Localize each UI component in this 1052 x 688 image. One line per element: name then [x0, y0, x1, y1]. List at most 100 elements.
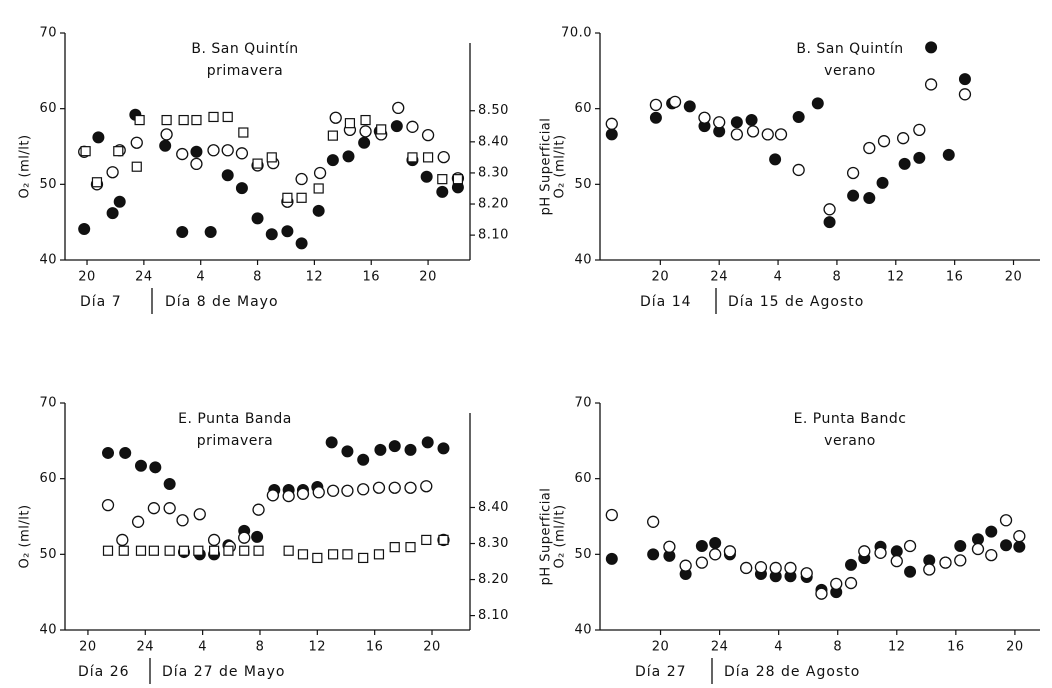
point: [92, 131, 105, 144]
point: [313, 166, 327, 180]
point: [800, 567, 813, 580]
point: [792, 110, 805, 123]
x-tick-label: 16: [947, 640, 965, 655]
point: [252, 158, 263, 169]
point: [282, 192, 293, 203]
point: [327, 130, 338, 141]
point: [874, 546, 887, 559]
x-tick-label: 24: [710, 270, 728, 285]
point: [295, 237, 308, 250]
y-tick-label: 40: [574, 623, 592, 638]
x-tick-label: 12: [888, 640, 906, 655]
y-tick-label: 50: [39, 547, 57, 562]
y2-tick-label: 8.10: [478, 228, 509, 243]
point: [877, 135, 891, 148]
day-label: Día 7: [80, 294, 122, 310]
point: [106, 166, 119, 179]
point: [221, 144, 234, 157]
point: [91, 177, 103, 188]
point: [405, 542, 416, 553]
point: [1013, 540, 1026, 553]
point: [971, 542, 985, 556]
point: [924, 78, 938, 91]
x-tick-label: 16: [362, 270, 380, 285]
point: [161, 114, 172, 126]
point: [266, 489, 280, 502]
point: [178, 545, 190, 556]
point: [730, 116, 743, 129]
y-tick-label: 50: [574, 547, 592, 562]
point: [890, 554, 903, 568]
point: [389, 542, 400, 553]
point: [252, 503, 265, 516]
chart-subtitle: primavera: [207, 63, 283, 79]
point: [942, 148, 955, 161]
point: [437, 150, 450, 164]
day-label: Día 27: [635, 664, 687, 680]
point: [359, 125, 372, 138]
point: [251, 530, 264, 543]
point: [876, 176, 889, 189]
x-tick-label: 20: [652, 270, 670, 285]
x-tick-label: 4: [774, 640, 783, 655]
point: [373, 549, 385, 560]
point: [985, 548, 998, 562]
point: [404, 443, 417, 456]
x-tick-label: 4: [198, 640, 207, 655]
point: [131, 161, 142, 172]
point: [193, 508, 206, 521]
point: [159, 139, 172, 152]
point: [135, 545, 147, 556]
day-label: Día 8 de Mayo: [165, 294, 279, 310]
point: [761, 128, 774, 141]
point: [238, 127, 249, 138]
point: [709, 548, 722, 561]
x-tick-label: 12: [309, 640, 327, 655]
point: [176, 226, 189, 239]
y2-axis-label: pH Superficial: [539, 118, 554, 216]
point: [774, 128, 788, 141]
y-tick-label: 70: [39, 26, 57, 41]
point: [437, 442, 450, 455]
day-label: Día 26: [78, 664, 130, 680]
point: [913, 123, 926, 137]
point: [923, 563, 936, 576]
point: [134, 114, 145, 126]
y-tick-label: 60: [574, 101, 592, 116]
point: [999, 514, 1013, 527]
point: [297, 549, 309, 560]
point: [421, 128, 435, 142]
x-tick-label: 8: [253, 270, 262, 285]
point: [679, 559, 692, 572]
point: [858, 545, 871, 558]
point: [769, 561, 782, 575]
point: [811, 97, 824, 110]
point: [207, 533, 221, 547]
y-axis-label: O₂ (ml/lt): [18, 504, 33, 568]
day-label: Día 27 de Mayo: [162, 664, 285, 680]
point: [713, 116, 726, 129]
point: [830, 577, 843, 590]
point: [605, 117, 618, 130]
y-tick-label: 40: [574, 253, 592, 268]
point: [823, 203, 836, 216]
point: [954, 540, 967, 553]
point: [253, 545, 264, 556]
point: [436, 185, 449, 198]
x-tick-label: 20: [1006, 640, 1024, 655]
point: [896, 132, 910, 145]
point: [647, 548, 660, 561]
point: [823, 216, 836, 229]
x-tick-label: 16: [366, 640, 384, 655]
point: [342, 150, 355, 163]
y-axis-label: O₂ (ml/lt): [553, 504, 568, 568]
day-label: Día 15 de Agosto: [728, 294, 864, 310]
point: [360, 114, 371, 126]
point: [116, 533, 129, 547]
point: [102, 545, 114, 556]
point: [149, 461, 162, 474]
point: [605, 552, 618, 565]
y-tick-label: 70: [39, 396, 57, 411]
point: [769, 153, 782, 166]
